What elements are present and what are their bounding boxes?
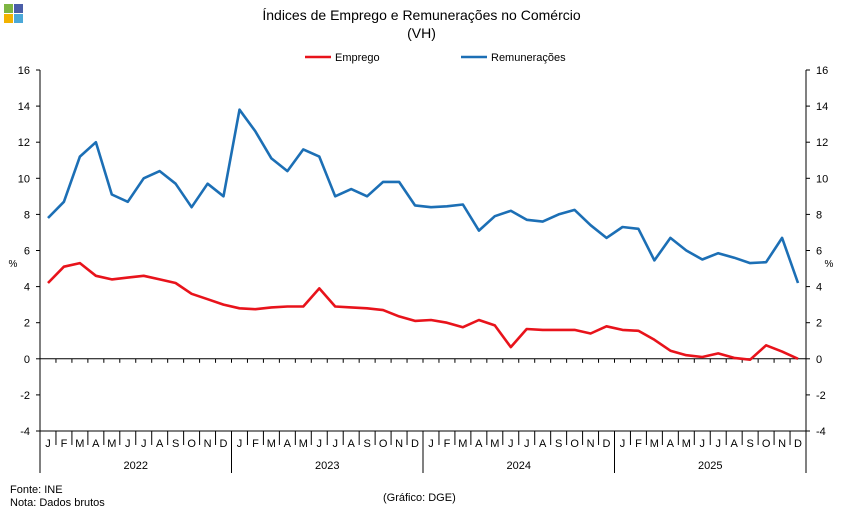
y-tick-label-right: -4 [816,426,826,438]
y-tick-label-right: 14 [816,101,828,113]
footer-note: Nota: Dados brutos [10,497,105,509]
month-label: J [45,438,51,450]
y-tick-label-right: 2 [816,318,822,330]
logo-square-4 [14,14,23,23]
month-label: N [395,438,403,450]
chart-title: Índices de Emprego e Remunerações no Com… [262,7,581,23]
footer-credit: (Gráfico: DGE) [383,492,456,504]
footer-source: Fonte: INE [10,484,63,496]
y-tick-label-right: 16 [816,65,828,77]
month-label: J [332,438,338,450]
y-tick-label-left: 12 [18,137,30,149]
month-label: M [267,438,276,450]
logo [4,4,24,24]
month-label: J [317,438,323,450]
y-tick-label-left: 14 [18,101,30,113]
logo-square-3 [4,14,13,23]
y-tick-label-left: 2 [24,318,30,330]
month-label: A [284,438,292,450]
y-tick-label-right: 4 [816,282,822,294]
month-label: D [603,438,611,450]
y-tick-label-right: 8 [816,209,822,221]
month-label: S [555,438,562,450]
month-label: M [682,438,691,450]
month-label: O [379,438,388,450]
y-tick-label-left: -2 [20,390,30,402]
y-tick-label-left: 0 [24,354,30,366]
legend-label: Remunerações [491,52,566,64]
month-label: M [650,438,659,450]
month-label: J [237,438,243,450]
month-label: S [746,438,753,450]
month-label: F [635,438,642,450]
month-label: M [75,438,84,450]
y-tick-label-right: 12 [816,137,828,149]
month-label: J [700,438,706,450]
month-label: A [156,438,164,450]
y-axis-title-right: % [825,259,834,270]
y-tick-label-right: 0 [816,354,822,366]
series-line-remuneracoes [47,108,800,284]
y-tick-label-left: 4 [24,282,30,294]
month-label: A [731,438,739,450]
month-label: F [444,438,451,450]
month-label: N [204,438,212,450]
month-label: A [348,438,356,450]
month-label: A [475,438,483,450]
year-label: 2022 [124,460,148,472]
month-label: J [428,438,434,450]
month-label: M [490,438,499,450]
month-label: S [172,438,179,450]
month-label: J [524,438,530,450]
y-axis-title-left: % [9,259,18,270]
month-label: S [363,438,370,450]
y-tick-label-left: 16 [18,65,30,77]
y-tick-label-left: 6 [24,246,30,258]
month-label: J [620,438,626,450]
y-tick-label-left: 10 [18,173,30,185]
month-label: N [587,438,595,450]
month-label: M [107,438,116,450]
month-label: J [715,438,721,450]
month-label: J [508,438,514,450]
logo-square-2 [14,4,23,13]
month-label: O [762,438,771,450]
y-tick-label-right: -2 [816,390,826,402]
logo-square-1 [4,4,13,13]
month-label: A [92,438,100,450]
series-line-emprego [47,261,799,362]
month-label: O [187,438,196,450]
month-label: N [778,438,786,450]
month-label: A [539,438,547,450]
month-label: J [141,438,147,450]
month-label: D [411,438,419,450]
year-label: 2023 [315,460,339,472]
month-label: D [220,438,228,450]
month-label: A [667,438,675,450]
month-label: M [299,438,308,450]
y-tick-label-left: 8 [24,209,30,221]
y-tick-label-left: -4 [20,426,30,438]
year-label: 2025 [698,460,722,472]
month-label: M [458,438,467,450]
month-label: F [61,438,68,450]
month-label: J [125,438,131,450]
month-label: D [794,438,802,450]
y-tick-label-right: 10 [816,173,828,185]
month-label: F [252,438,259,450]
legend-label: Emprego [335,52,380,64]
y-tick-label-right: 6 [816,246,822,258]
month-label: O [570,438,579,450]
chart-subtitle: (VH) [407,25,436,41]
year-label: 2024 [507,460,531,472]
